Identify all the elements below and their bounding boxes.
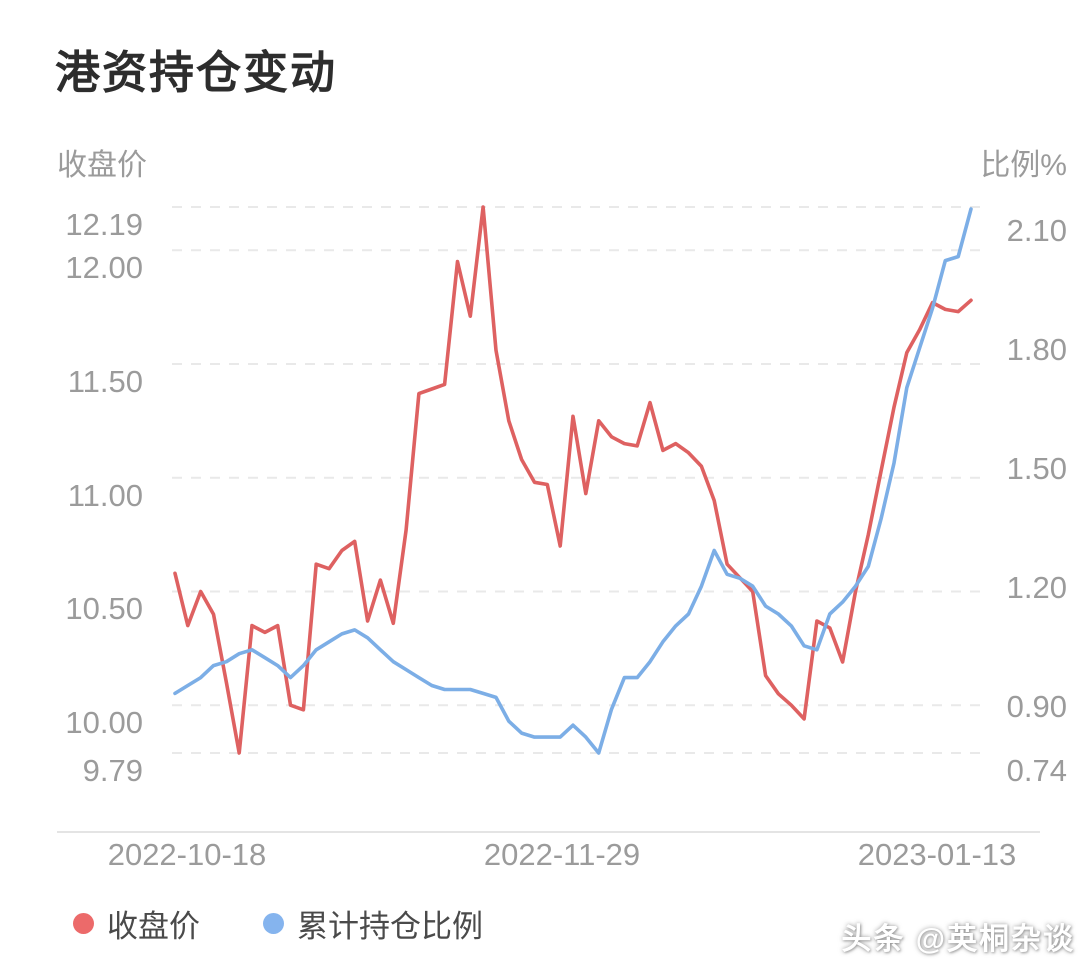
left-tick-label: 12.00	[65, 250, 143, 286]
x-tick-label: 2023-01-13	[857, 837, 1017, 872]
left-tick-label: 11.00	[67, 477, 143, 513]
left-tick-label: 10.50	[65, 591, 143, 627]
right-tick-label: 2.10	[1006, 212, 1067, 248]
watermark: 头条 @英桐杂谈	[841, 923, 1075, 956]
right-tick-label: 1.50	[1006, 451, 1067, 487]
series-lines	[173, 205, 973, 755]
x-tick-label: 2022-11-29	[483, 837, 641, 872]
legend-label-holding-ratio: 累计持仓比例	[297, 908, 483, 944]
left-tick-label: 11.50	[67, 363, 143, 399]
left-tick-label: 10.00	[65, 705, 143, 741]
right-axis-title: 比例%	[980, 149, 1067, 182]
legend-label-close-price: 收盘价	[107, 908, 200, 944]
right-tick-label: 1.80	[1006, 332, 1067, 368]
holding-ratio-legend-dot-icon	[263, 912, 284, 934]
x-tick-label: 2022-10-18	[107, 837, 267, 872]
left-tick-label: 12.19	[65, 207, 143, 242]
chart-title: 港资持仓变动	[55, 47, 338, 98]
left-tick-label: 9.79	[82, 753, 143, 788]
legend-item-close-price[interactable]: 收盘价	[73, 904, 200, 944]
right-tick-label: 1.20	[1006, 570, 1067, 606]
close-price-legend-dot-icon	[73, 912, 94, 934]
legend-item-holding-ratio[interactable]: 累计持仓比例	[263, 904, 483, 944]
holding-ratio-line	[173, 207, 973, 755]
gridlines	[172, 206, 988, 754]
left-axis-title: 收盘价	[57, 149, 147, 182]
right-tick-label: 0.90	[1006, 689, 1067, 725]
right-tick-label: 0.74	[1006, 753, 1067, 788]
close-price-line	[173, 205, 973, 755]
